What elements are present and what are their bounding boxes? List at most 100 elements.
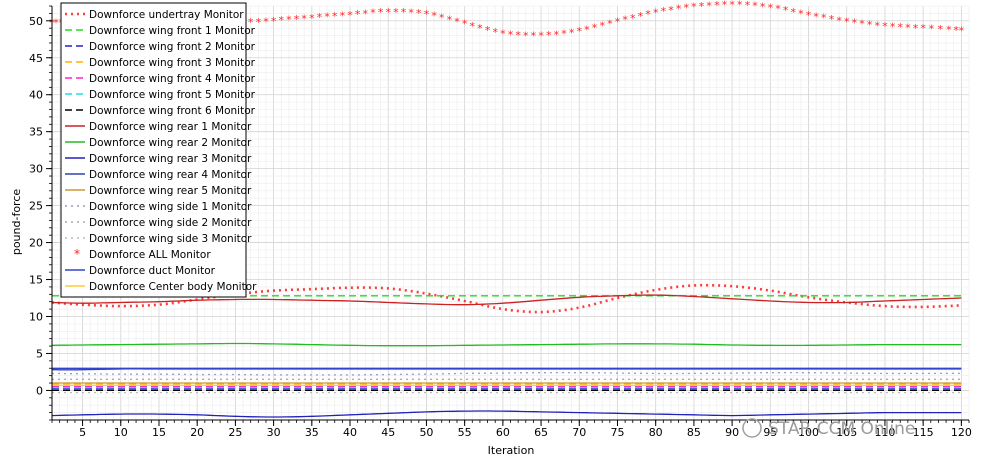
x-tick-label: 100 (798, 426, 819, 439)
legend-label: Downforce duct Monitor (89, 265, 216, 277)
y-tick-label: 45 (29, 52, 43, 65)
series-1 (51, 283, 962, 314)
legend: Downforce undertray Monitor Downforce win… (60, 2, 257, 298)
data-point-star: * (737, 0, 743, 12)
y-tick-label: 5 (36, 347, 43, 360)
x-tick-label: 120 (951, 426, 972, 439)
legend-item: Downforce Center body Monitor (65, 281, 257, 293)
data-point-star: * (492, 26, 498, 39)
data-point-star: * (783, 4, 789, 17)
x-tick-label: 35 (305, 426, 319, 439)
x-tick-label: 85 (687, 426, 701, 439)
legend-label: Downforce undertray Monitor (89, 9, 244, 21)
x-tick-label: 15 (152, 426, 166, 439)
data-point-star: * (592, 22, 598, 35)
x-tick-label: 30 (267, 426, 281, 439)
data-point-star: * (676, 3, 682, 16)
data-point-star: * (920, 22, 926, 35)
x-tick-label: 75 (610, 426, 624, 439)
legend-label: Downforce wing front 2 Monitor (89, 41, 256, 53)
x-tick-label: 20 (190, 426, 204, 439)
legend-item: Downforce duct Monitor (65, 265, 216, 277)
data-point-star: * (882, 20, 888, 33)
data-point-star: * (554, 29, 560, 42)
y-tick-label: 20 (29, 237, 43, 250)
data-point-star: * (638, 10, 644, 23)
data-point-star: * (431, 10, 437, 23)
data-point-star: * (905, 21, 911, 34)
legend-label: Downforce wing side 3 Monitor (89, 233, 252, 245)
series-13 (51, 371, 962, 376)
legend-item: Downforce wing front 5 Monitor (65, 89, 256, 101)
data-point-star: * (852, 17, 858, 30)
data-point-star: * (401, 6, 407, 19)
legend-box (60, 2, 247, 298)
data-point-star: * (363, 7, 369, 20)
data-point-star: * (684, 2, 690, 15)
data-point-star: * (775, 3, 781, 16)
data-point-star: * (577, 25, 583, 38)
data-point-star: * (829, 13, 835, 26)
series-line (52, 342, 962, 347)
data-point-star: * (752, 0, 758, 13)
data-point-star: * (668, 4, 674, 17)
data-point-star: * (890, 21, 896, 34)
y-tick-label: 25 (29, 200, 43, 213)
data-point-star: * (324, 11, 330, 24)
legend-label: Downforce wing rear 4 Monitor (89, 169, 252, 181)
x-tick-label: 5 (79, 426, 86, 439)
legend-item: * Downforce ALL Monitor (74, 247, 211, 261)
data-point-star: * (691, 1, 697, 14)
data-point-star: * (813, 10, 819, 23)
legend-label: Downforce wing rear 3 Monitor (89, 153, 252, 165)
x-tick-label: 70 (572, 426, 586, 439)
legend-label: Downforce wing side 1 Monitor (89, 201, 252, 213)
data-point-star: * (760, 1, 766, 14)
series-8 (51, 294, 962, 306)
data-point-star: * (821, 12, 827, 25)
data-point-star: * (515, 29, 521, 42)
data-point-star: * (875, 19, 881, 32)
data-point-star: * (653, 7, 659, 20)
x-tick-label: 110 (874, 426, 895, 439)
x-tick-label: 105 (836, 426, 857, 439)
data-point-star: * (729, 0, 735, 12)
data-point-star: * (416, 7, 422, 20)
data-point-star: * (408, 6, 414, 19)
data-point-star: * (569, 26, 575, 39)
data-point-star: * (806, 9, 812, 22)
data-point-star: * (462, 18, 468, 31)
data-point-star: * (523, 30, 529, 43)
y-tick-label: 15 (29, 274, 43, 287)
data-point-star: * (256, 16, 262, 29)
series-line (51, 294, 962, 306)
data-point-star: * (790, 6, 796, 19)
data-point-star: * (897, 21, 903, 34)
data-point-star: * (263, 15, 269, 28)
x-tick-label: 60 (496, 426, 510, 439)
legend-star-icon: * (74, 247, 80, 261)
data-point-star: * (706, 0, 712, 12)
data-point-star: * (615, 16, 621, 29)
x-tick-label: 95 (763, 426, 777, 439)
series-9 (52, 342, 962, 347)
data-point-star: * (53, 16, 59, 29)
data-point-star: * (447, 14, 453, 27)
data-point-star: * (454, 16, 460, 29)
data-point-star: * (859, 18, 865, 31)
data-point-star: * (279, 14, 285, 27)
data-point-star: * (332, 10, 338, 23)
legend-item: Downforce wing front 2 Monitor (65, 41, 256, 53)
series-line (51, 410, 962, 418)
y-tick-label: 40 (29, 89, 43, 102)
data-point-star: * (477, 22, 483, 35)
watermark-logo-icon (742, 418, 762, 438)
legend-item: Downforce wing rear 2 Monitor (65, 137, 252, 149)
data-point-star: * (699, 0, 705, 13)
data-point-star: * (561, 28, 567, 41)
data-point-star: * (722, 0, 728, 12)
watermark-text: STAR CCM Online (768, 419, 915, 439)
data-point-star: * (370, 7, 376, 20)
data-point-star: * (340, 9, 346, 22)
